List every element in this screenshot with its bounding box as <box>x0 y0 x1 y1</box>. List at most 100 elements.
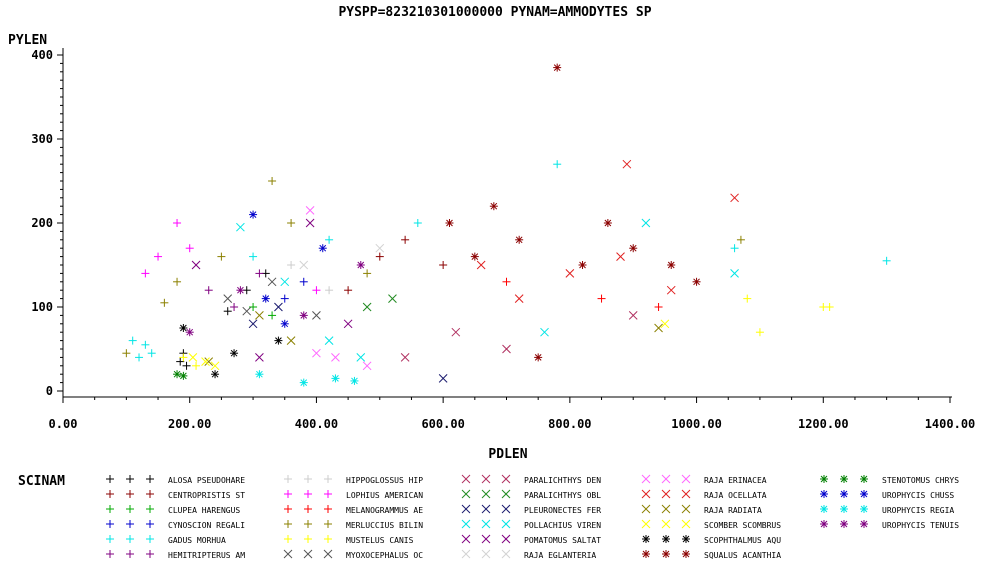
data-point <box>147 349 156 358</box>
legend-item: CENTROPRISTIS ST <box>106 490 245 500</box>
data-point <box>268 311 277 320</box>
legend-marker <box>641 504 651 514</box>
legend-marker <box>820 475 828 483</box>
y-tick-label: 0 <box>46 384 53 398</box>
data-point <box>249 252 258 261</box>
data-point <box>514 294 524 303</box>
data-point <box>324 336 334 345</box>
data-point <box>179 324 188 332</box>
legend-marker <box>501 519 511 529</box>
data-point <box>248 319 258 329</box>
legend-marker <box>461 534 471 544</box>
legend-item: UROPHYCIS TENUIS <box>820 520 959 530</box>
data-point <box>280 319 289 328</box>
data-point <box>230 303 239 311</box>
legend-marker <box>106 475 114 483</box>
data-point <box>743 294 752 303</box>
data-point <box>628 311 638 320</box>
data-point <box>502 277 511 286</box>
data-point <box>274 336 283 345</box>
data-point <box>344 286 353 295</box>
data-point <box>363 269 372 278</box>
legend-marker <box>284 475 292 483</box>
legend-label: HEMITRIPTERUS AM <box>168 551 245 560</box>
legend-marker <box>126 475 134 483</box>
data-point <box>286 336 296 345</box>
legend-label: RAJA EGLANTERIA <box>524 551 596 560</box>
legend-marker <box>126 505 134 513</box>
legend-marker <box>126 550 134 558</box>
legend-marker <box>106 535 114 543</box>
data-point <box>660 319 670 329</box>
legend-item: UROPHYCIS REGIA <box>820 505 954 515</box>
legend-marker <box>662 535 670 543</box>
data-point <box>160 298 169 307</box>
legend-marker <box>284 535 292 543</box>
data-point <box>210 361 220 371</box>
data-point <box>325 235 334 244</box>
legend-marker <box>820 490 828 498</box>
data-point <box>730 269 739 278</box>
data-point <box>267 277 277 287</box>
data-point <box>154 252 163 261</box>
x-axis-ticks: 0.00 200.00 400.00 600.00 800.00 1000.00 1200.… <box>49 397 975 431</box>
legend-marker <box>461 519 471 529</box>
data-point <box>223 294 233 303</box>
legend-label: RAJA OCELLATA <box>704 491 767 500</box>
legend-marker <box>481 549 491 559</box>
data-point <box>173 277 182 286</box>
legend-label: CLUPEA HARENGUS <box>168 506 240 515</box>
data-point <box>362 302 372 312</box>
legend-marker <box>642 535 650 543</box>
data-point <box>280 294 289 303</box>
legend-item: LOPHIUS AMERICAN <box>284 490 423 500</box>
data-point <box>616 252 625 261</box>
data-point <box>641 218 651 228</box>
data-point <box>356 353 366 362</box>
y-tick-label: 200 <box>31 216 53 230</box>
data-point <box>489 202 498 211</box>
data-point <box>128 336 137 345</box>
data-point <box>312 311 321 320</box>
data-point <box>274 302 283 312</box>
data-point <box>287 261 296 269</box>
legend-item: RAJA EGLANTERIA <box>461 549 596 560</box>
legend-item: CLUPEA HARENGUS <box>106 505 240 515</box>
data-point <box>654 323 663 333</box>
data-point <box>261 294 270 303</box>
legend-marker <box>481 504 491 514</box>
legend-marker <box>284 505 292 513</box>
data-point <box>401 235 410 244</box>
legend-marker <box>682 550 690 558</box>
legend-marker <box>642 550 650 558</box>
legend-marker <box>461 489 471 499</box>
legend-item: RAJA ERINACEA <box>641 474 767 485</box>
data-point <box>141 269 150 278</box>
legend-marker <box>860 475 868 483</box>
data-point <box>188 353 198 362</box>
x-tick-label: 200.00 <box>168 417 211 431</box>
legend-marker <box>146 550 154 558</box>
data-point <box>182 361 191 370</box>
legend-marker <box>481 489 491 499</box>
data-point <box>540 327 549 337</box>
x-tick-label: 600.00 <box>421 417 464 431</box>
x-tick-label: 0.00 <box>49 417 78 431</box>
legend-marker <box>681 504 691 514</box>
legend-marker <box>283 549 293 559</box>
data-point <box>603 219 612 227</box>
legend-label: UROPHYCIS REGIA <box>882 506 954 515</box>
data-point <box>553 63 562 72</box>
legend-marker <box>501 534 511 544</box>
legend-marker <box>860 490 868 498</box>
data-point <box>268 177 277 185</box>
legend-marker <box>641 474 651 484</box>
data-point <box>692 277 701 286</box>
data-point <box>375 252 384 261</box>
legend-marker <box>840 475 848 483</box>
data-point <box>312 286 321 295</box>
data-point <box>451 327 461 337</box>
data-point <box>654 303 663 311</box>
legend-marker <box>661 519 671 529</box>
